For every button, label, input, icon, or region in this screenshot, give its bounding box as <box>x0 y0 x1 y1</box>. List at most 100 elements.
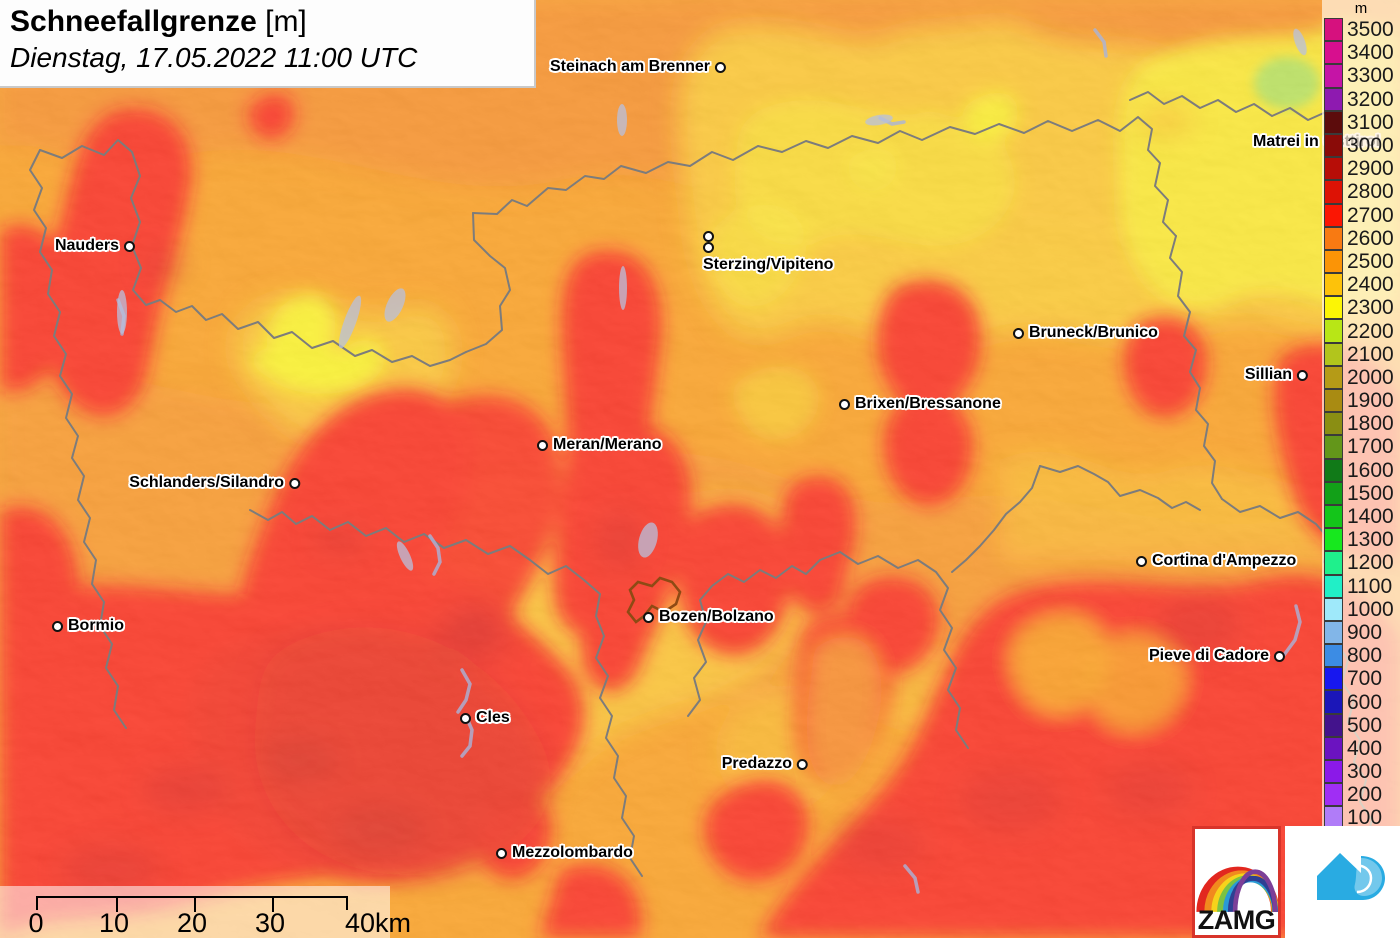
partner-logo <box>1285 826 1400 938</box>
legend-swatch <box>1324 110 1343 134</box>
legend-value: 500 <box>1347 713 1383 737</box>
city-dot-icon <box>1013 327 1024 339</box>
legend-swatch <box>1324 365 1343 389</box>
legend-value: 1600 <box>1347 458 1394 482</box>
legend-value: 1500 <box>1347 481 1394 505</box>
legend-value: 1100 <box>1347 574 1393 598</box>
admin-borders <box>29 91 1379 877</box>
legend-value: 800 <box>1347 644 1383 668</box>
legend-entry: 3400 <box>1324 41 1400 65</box>
map-parameter-unit: [m] <box>265 5 307 38</box>
legend-swatch <box>1324 574 1343 598</box>
city-dot-icon <box>1136 555 1147 567</box>
legend-swatch <box>1324 620 1343 645</box>
city-marker: Steinach am Brenner <box>550 58 726 76</box>
city-dot-icon <box>52 620 63 632</box>
legend-value: 1800 <box>1347 412 1394 436</box>
legend-value: 900 <box>1347 620 1383 644</box>
legend-swatch <box>1324 528 1343 552</box>
city-marker: Schlanders/Silandro <box>129 474 300 492</box>
legend-entries: 3500 3400 3300 3200 3100 3000 2900 2800 2700 2600… <box>1324 18 1400 830</box>
legend-swatch <box>1324 713 1343 737</box>
city-dot-icon <box>643 611 654 623</box>
lake-polygons <box>117 28 1307 571</box>
legend-value: 3100 <box>1347 110 1394 134</box>
legend-entry: 2500 <box>1324 249 1400 274</box>
city-dot-icon <box>124 240 135 252</box>
legend-swatch <box>1324 504 1343 529</box>
city-dot-icon <box>1297 369 1308 381</box>
legend-swatch <box>1324 458 1343 482</box>
city-dot-icon <box>715 61 726 73</box>
city-label: Bozen/Bolzano <box>659 608 774 625</box>
city-dot-icon <box>496 847 507 859</box>
city-label: Cles <box>476 709 510 726</box>
legend-entry: 900 <box>1324 620 1400 645</box>
legend-swatch <box>1324 667 1343 691</box>
legend-value: 2500 <box>1347 249 1394 273</box>
legend-entry: 1300 <box>1324 528 1400 552</box>
scale-tick-label: 10 <box>98 908 130 938</box>
legend-entry: 1600 <box>1324 458 1400 482</box>
city-marker: Bozen/Bolzano <box>643 608 774 626</box>
legend-entry: 3100 <box>1324 110 1400 134</box>
legend-value: 1900 <box>1347 389 1394 413</box>
legend-entry: 2400 <box>1324 273 1400 297</box>
legend-swatch <box>1324 203 1343 227</box>
legend-entry: 3300 <box>1324 64 1400 88</box>
legend-swatch <box>1324 296 1343 320</box>
legend-swatch <box>1324 64 1343 88</box>
city-marker: Predazzo <box>722 755 808 773</box>
city-label: Sillian <box>1244 366 1292 383</box>
legend-swatch <box>1324 342 1343 366</box>
scale-tick <box>116 898 118 912</box>
legend-swatch <box>1324 760 1343 784</box>
legend-value: 2400 <box>1347 273 1394 297</box>
city-label: Nauders <box>54 237 119 254</box>
city-label: Bruneck/Brunico <box>1029 324 1158 341</box>
legend-entry: 1000 <box>1324 597 1400 621</box>
legend-value: 100 <box>1347 806 1383 830</box>
legend-value: 3000 <box>1347 134 1394 158</box>
legend-entry: 3200 <box>1324 87 1400 111</box>
city-dot-icon <box>797 758 808 770</box>
city-dot-icon <box>537 439 548 451</box>
legend-value: 2200 <box>1347 319 1394 343</box>
city-dot-icon <box>703 242 714 253</box>
legend-swatch <box>1324 783 1343 807</box>
legend-entry: 2100 <box>1324 342 1400 366</box>
city-marker: Pieve di Cadore <box>1149 647 1285 665</box>
legend-value: 3500 <box>1347 18 1394 42</box>
city-label: Meran/Merano <box>553 436 662 453</box>
legend-swatch <box>1324 389 1343 413</box>
city-marker: Sillian <box>1245 366 1308 384</box>
scale-tick-label: 30 <box>254 908 286 938</box>
legend-value: 2300 <box>1347 296 1394 320</box>
legend-value: 1400 <box>1347 505 1394 529</box>
legend-panel: m 3500 3400 3300 3200 3100 3000 2900 2800 2700 26… <box>1322 0 1400 830</box>
legend-value: 1200 <box>1347 551 1394 575</box>
city-label: Predazzo <box>721 755 792 772</box>
legend-swatch <box>1324 133 1343 158</box>
zamg-wordmark: ZAMG <box>1197 905 1276 935</box>
legend-entry: 1500 <box>1324 481 1400 505</box>
city-label: Bormio <box>68 617 124 634</box>
scale-tick-label: 40km <box>344 908 412 938</box>
scale-tick <box>272 898 274 912</box>
city-marker: Cles <box>460 709 510 727</box>
legend-entry: 2600 <box>1324 226 1400 250</box>
legend-entry: 1400 <box>1324 504 1400 529</box>
legend-entry: 200 <box>1324 783 1400 807</box>
legend-unit-label: m <box>1354 0 1368 17</box>
city-dot-icon <box>1274 650 1285 662</box>
city-marker: Bormio <box>52 617 124 635</box>
scale-tick <box>194 898 196 912</box>
map-datetime: Dienstag, 17.05.2022 11:00 UTC <box>10 42 418 73</box>
legend-swatch <box>1324 273 1343 297</box>
legend-entry: 3000 <box>1324 133 1400 158</box>
city-label: Pieve di Cadore <box>1148 647 1269 664</box>
scale-bar: 0 10 20 30 40km <box>0 886 411 938</box>
zamg-rainbow-icon <box>1196 866 1278 912</box>
legend-entry: 400 <box>1324 736 1400 760</box>
legend-entry: 1700 <box>1324 435 1400 459</box>
